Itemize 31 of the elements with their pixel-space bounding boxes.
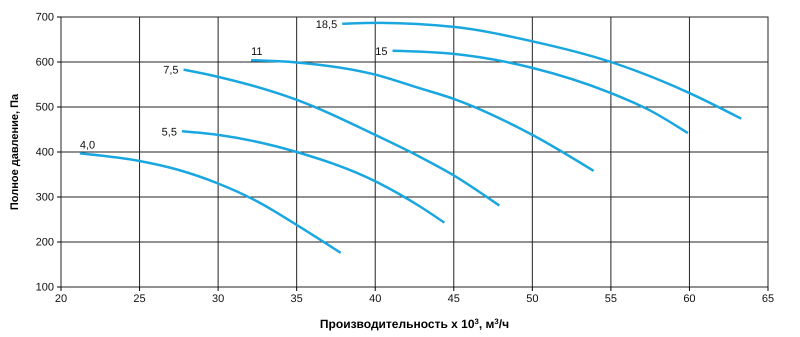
x-tick-label: 30	[212, 292, 224, 305]
y-axis-title: Полное давление, Па	[9, 93, 21, 210]
y-tick-label: 100	[36, 282, 54, 294]
x-tick-label: 20	[54, 292, 68, 305]
x-axis-title: Производительность x 10$^{3}$, м$^{3}$/ч	[320, 316, 510, 331]
line-series	[391, 50, 690, 134]
x-tick-label: 40	[369, 292, 382, 305]
x-tick-label: 60	[683, 292, 696, 305]
y-tick-label: 600	[36, 56, 54, 69]
series-label: 5,5	[162, 126, 177, 138]
line-series	[340, 22, 743, 120]
x-tick-label: 45	[448, 292, 460, 305]
x-tick-label: 25	[133, 292, 146, 305]
series-label: 7,5	[163, 64, 179, 77]
y-tick-label: 400	[36, 146, 54, 159]
line-series	[180, 130, 446, 224]
y-tick-label: 300	[36, 192, 54, 204]
line-series	[250, 58, 595, 172]
x-tick-label: 35	[290, 292, 303, 305]
x-tick-label: 55	[604, 292, 618, 305]
series-label: 4,0	[80, 139, 96, 152]
line-series	[182, 68, 501, 207]
series-label: 18,5	[316, 18, 338, 31]
x-tick-label: 50	[526, 292, 538, 305]
y-tick-label: 700	[36, 12, 54, 24]
y-tick-label: 500	[36, 102, 54, 114]
y-tick-label: 200	[36, 236, 54, 249]
line-series	[78, 152, 342, 254]
series-label: 15	[375, 46, 388, 58]
x-tick-label: 65	[762, 292, 774, 305]
series-label: 11	[251, 46, 263, 58]
